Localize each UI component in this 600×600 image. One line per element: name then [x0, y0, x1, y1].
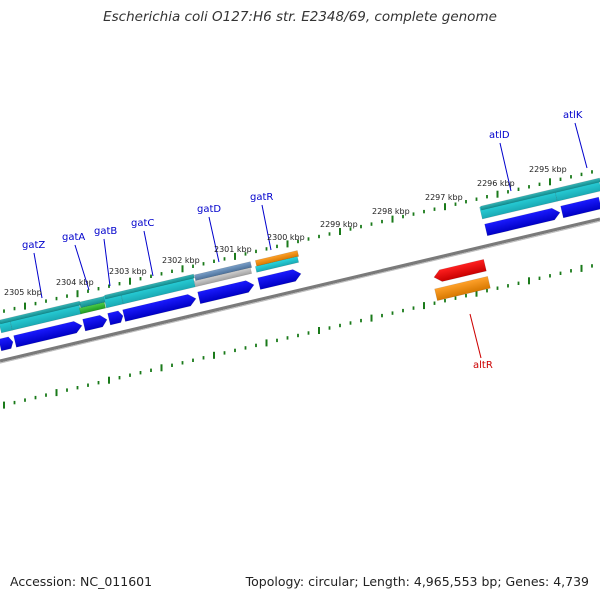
- cds-forward-arrow: [13, 321, 83, 348]
- feature-steel-band-shape: [193, 261, 253, 282]
- genome-summary-text: Topology: circular; Length: 4,965,553 bp…: [245, 574, 589, 589]
- feature-cyan-band: [254, 256, 300, 273]
- gene-label-gatr[interactable]: gatR: [250, 192, 273, 203]
- cds-forward-arrow: [107, 310, 124, 326]
- kbp-label: 2297 kbp: [425, 193, 463, 202]
- kbp-label: 2305 kbp: [4, 288, 42, 297]
- cds-reverse-arrow-altr: [433, 259, 487, 282]
- feature-layer: [0, 177, 600, 352]
- feature-teal-edge: [480, 177, 600, 211]
- leader-line: [143, 230, 154, 277]
- kbp-label: 2299 kbp: [320, 220, 358, 229]
- kbp-label: 2303 kbp: [109, 267, 147, 276]
- kbp-label: 2298 kbp: [372, 207, 410, 216]
- accession-text: Accession: NC_011601: [10, 574, 153, 589]
- feature-cyan-band-shape: [254, 256, 300, 273]
- cds-forward-arrow-shape: [257, 269, 302, 290]
- feature-teal-edge: [104, 273, 195, 300]
- cds-forward-arrow-shape: [560, 196, 600, 219]
- feature-steel-band: [193, 261, 253, 282]
- kbp-label: 2302 kbp: [162, 256, 200, 265]
- kbp-label: 2295 kbp: [529, 165, 567, 174]
- cds-forward-arrow-shape: [82, 314, 108, 332]
- map-title: Escherichia coli O127:H6 str. E2348/69, …: [103, 9, 497, 25]
- feature-orange-band-altr: [434, 276, 491, 302]
- feature-orange-band-altr-shape: [434, 276, 491, 302]
- cds-forward-arrow-shape: [0, 336, 14, 352]
- leader-line: [33, 252, 43, 299]
- gene-label-atlk[interactable]: atlK: [563, 110, 583, 121]
- gene-label-gatc[interactable]: gatC: [131, 218, 154, 229]
- gene-label-gatz[interactable]: gatZ: [22, 240, 45, 251]
- kbp-label: 2300 kbp: [267, 233, 305, 242]
- cds-forward-arrow-shape: [122, 294, 197, 322]
- gene-label-atld[interactable]: atlD: [489, 130, 510, 141]
- cds-forward-arrow: [484, 207, 561, 237]
- cds-forward-arrow: [122, 294, 197, 322]
- gene-label-gatb[interactable]: gatB: [94, 226, 117, 237]
- leader-line: [74, 244, 90, 291]
- gene-labels: gatZ gatA gatB gatC gatD gatR atlD atlK …: [22, 110, 583, 371]
- feature-orange-band-shape: [254, 250, 300, 267]
- feature-gray-band-shape: [193, 267, 253, 288]
- leader-line: [469, 313, 482, 359]
- cds-forward-arrow: [197, 280, 255, 305]
- cds-forward-arrow-shape: [197, 280, 255, 305]
- cds-forward-arrow: [82, 314, 108, 332]
- feature-orange-band: [254, 250, 300, 267]
- feature-teal-edge: [0, 300, 81, 325]
- cds-forward-arrow: [560, 196, 600, 219]
- leader-line: [208, 216, 220, 263]
- feature-green-band: [78, 301, 107, 315]
- cds-forward-arrow: [257, 269, 302, 290]
- leader-line: [499, 142, 512, 192]
- leader-line: [103, 238, 111, 287]
- feature-teal-edge-shape: [104, 273, 195, 300]
- feature-teal-edge-shape: [0, 300, 81, 325]
- tick-ring-upper: [3, 170, 593, 313]
- kbp-label: 2296 kbp: [477, 179, 515, 188]
- feature-gray-band: [193, 267, 253, 288]
- cds-reverse-arrow-altr-shape: [433, 259, 487, 282]
- cds-forward-arrow-shape: [484, 207, 561, 237]
- tick-ring-lower: [3, 264, 593, 409]
- feature-green-band-shape: [78, 301, 107, 315]
- feature-teal-edge-shape: [480, 177, 600, 211]
- kbp-label: 2304 kbp: [56, 278, 94, 287]
- cds-forward-arrow-shape: [13, 321, 83, 348]
- genome-backbone: [0, 217, 600, 364]
- kbp-label: 2301 kbp: [214, 245, 252, 254]
- leader-line: [261, 204, 272, 251]
- gene-label-altr[interactable]: altR: [473, 360, 493, 371]
- cds-forward-arrow: [0, 336, 14, 352]
- kbp-labels: 2305 kbp 2304 kbp 2303 kbp 2302 kbp 2301…: [4, 165, 567, 297]
- cds-forward-arrow-shape: [107, 310, 124, 326]
- gene-label-gatd[interactable]: gatD: [197, 204, 221, 215]
- leader-lines: [33, 122, 588, 359]
- leader-line: [574, 122, 588, 169]
- gene-label-gata[interactable]: gatA: [62, 232, 85, 243]
